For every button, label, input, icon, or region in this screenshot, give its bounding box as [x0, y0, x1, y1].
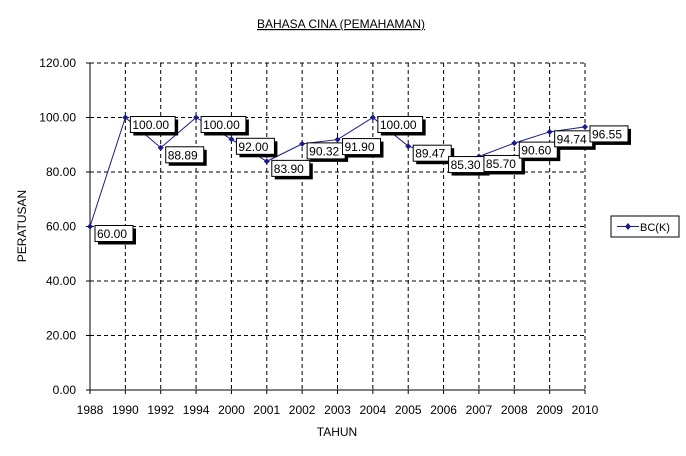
x-tick-label: 2009 — [536, 403, 563, 417]
data-label-box — [589, 125, 629, 143]
data-label-box — [129, 116, 176, 133]
data-label-text: 83.90 — [274, 162, 304, 176]
data-label: 100.00 — [377, 116, 426, 136]
y-tick-label: 60.00 — [46, 220, 76, 234]
data-label: 100.00 — [200, 116, 249, 136]
y-tick-label: 100.00 — [39, 111, 76, 125]
x-tick-label: 2010 — [572, 403, 599, 417]
data-point — [193, 114, 200, 121]
x-tick-labels: 1988 1990 1992 1994 2000 2001 2002 2003 2004 2005… — [77, 403, 599, 417]
data-label-text: 92.00 — [238, 140, 268, 154]
data-point — [511, 140, 518, 147]
data-label-text: 89.47 — [415, 147, 445, 161]
data-label-box — [483, 154, 523, 172]
data-label-box — [342, 138, 381, 156]
data-label-box — [377, 116, 424, 133]
data-point — [299, 140, 306, 147]
x-tick-label: 2007 — [466, 403, 493, 417]
data-point — [263, 158, 270, 165]
data-label: 85.70 — [483, 154, 525, 175]
data-label-box — [518, 141, 558, 159]
x-tick-label: 1992 — [147, 403, 174, 417]
data-label-text: 85.30 — [451, 158, 481, 172]
x-tick-label: 2001 — [253, 403, 280, 417]
x-axis-label: TAHUN — [317, 425, 357, 439]
y-tick-label: 120.00 — [39, 56, 76, 70]
y-axis-label: PERATUSAN — [15, 190, 29, 262]
data-label: 85.30 — [448, 156, 490, 176]
data-label: 96.55 — [589, 125, 631, 145]
x-tick-label: 2003 — [324, 403, 351, 417]
data-point — [369, 114, 376, 121]
x-tick-label: 2006 — [430, 403, 457, 417]
data-point — [87, 223, 93, 230]
data-label: 100.00 — [129, 116, 179, 136]
data-label-box — [271, 159, 311, 177]
data-label: 60.00 — [94, 225, 136, 245]
legend: BC(K) — [610, 215, 680, 238]
x-tick-label: 1994 — [183, 403, 210, 417]
data-label: 94.74 — [554, 130, 596, 150]
y-tick-label: 40.00 — [46, 274, 76, 288]
data-point — [228, 136, 235, 143]
data-point — [582, 123, 588, 130]
y-tick-label: 20.00 — [46, 329, 76, 343]
data-label-text: 91.90 — [345, 140, 375, 154]
data-label-text: 100.00 — [203, 118, 240, 132]
data-label-text: 90.32 — [309, 144, 339, 158]
data-label-text: 100.00 — [132, 118, 169, 132]
data-label-box — [235, 137, 275, 155]
data-labels: 60.00 100.00 88.89 100.00 92.00 83.90 90.32 91.… — [94, 116, 631, 245]
series-bc-k — [87, 114, 588, 230]
x-tick-label: 2004 — [360, 403, 387, 417]
data-label: 92.00 — [235, 137, 278, 158]
data-label-text: 90.60 — [521, 144, 551, 158]
data-label-text: 96.55 — [592, 127, 622, 141]
x-tick-label: 2005 — [395, 403, 422, 417]
legend-box — [610, 215, 680, 238]
y-tick-labels: 0.00 20.00 40.00 60.00 80.00 100.00 120.00 — [39, 56, 76, 397]
legend-diamond-icon — [625, 223, 631, 230]
data-label: 90.60 — [518, 141, 561, 162]
data-label-text: 85.70 — [486, 157, 516, 171]
data-label: 89.47 — [412, 144, 455, 165]
data-label-box — [94, 225, 134, 242]
data-label-box — [200, 116, 247, 133]
legend-label: BC(K) — [640, 222, 670, 234]
x-tick-label: 2002 — [289, 403, 316, 417]
data-point — [122, 114, 129, 121]
data-label: 88.89 — [165, 146, 207, 166]
x-tick-label: 1990 — [112, 403, 139, 417]
y-tick-label: 0.00 — [53, 383, 77, 397]
x-tick-label: 2008 — [501, 403, 528, 417]
data-label-text: 100.00 — [380, 118, 417, 132]
data-label-text: 60.00 — [97, 227, 127, 241]
data-label-text: 94.74 — [557, 132, 587, 146]
chart-title: BAHASA CINA (PEMAHAMAN) — [257, 17, 425, 31]
data-label-box — [165, 146, 205, 164]
data-point — [157, 144, 164, 151]
x-tick-label: 1988 — [77, 403, 104, 417]
data-label: 83.90 — [271, 159, 313, 180]
y-tick-label: 80.00 — [46, 165, 76, 179]
data-point — [405, 143, 412, 150]
data-label: 90.32 — [306, 142, 349, 162]
data-label-text: 88.89 — [168, 148, 198, 162]
data-label-box — [412, 144, 452, 162]
data-point — [546, 128, 553, 135]
x-tick-label: 2000 — [218, 403, 245, 417]
data-label: 91.90 — [342, 138, 384, 158]
data-point — [334, 136, 341, 143]
